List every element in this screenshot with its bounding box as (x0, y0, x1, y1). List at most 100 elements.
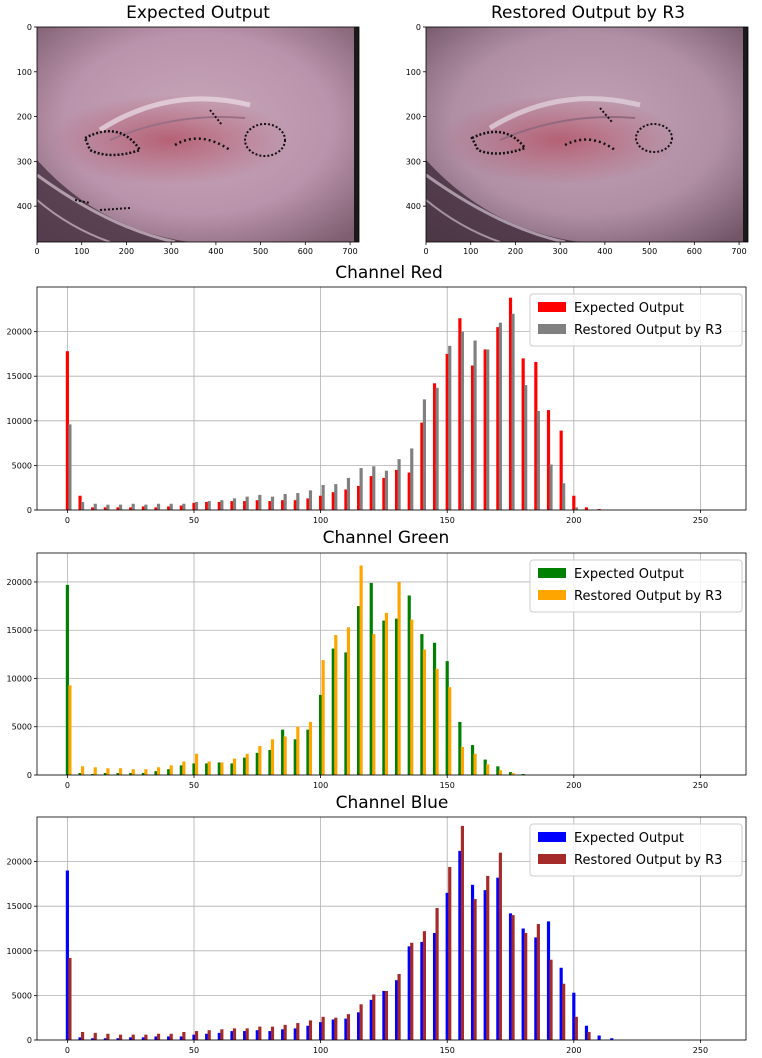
bar-expected (458, 850, 462, 1040)
legend-box (529, 823, 743, 877)
x-tick-label: 400 (597, 247, 612, 256)
bar-restored (81, 501, 85, 510)
bar-expected (255, 1030, 259, 1040)
bar-restored (372, 634, 376, 775)
x-tick-label: 300 (164, 247, 179, 256)
bar-restored (321, 1016, 325, 1040)
bar-restored (384, 470, 389, 510)
bar-expected (584, 1025, 589, 1040)
bar-restored (410, 448, 414, 510)
y-tick-label: 10000 (7, 947, 32, 956)
bar-expected (445, 661, 449, 775)
image-title-restored: Restored Output by R3 (491, 3, 685, 23)
bar-restored (486, 875, 490, 1040)
bar-expected (167, 506, 171, 510)
bar-restored (511, 313, 515, 510)
bar-restored (144, 504, 148, 510)
bar-expected (508, 772, 513, 775)
bar-restored (524, 932, 528, 1040)
bar-restored (448, 345, 452, 510)
bar-expected (306, 498, 310, 510)
bar-expected (306, 729, 310, 775)
bar-expected (344, 489, 348, 510)
bar-expected (217, 762, 221, 775)
bar-expected (205, 501, 209, 510)
bar-restored (308, 1020, 313, 1040)
x-tick-label: 100 (313, 1046, 328, 1055)
bar-restored (448, 866, 452, 1040)
bar-expected (154, 1036, 158, 1040)
bar-expected (129, 773, 133, 775)
y-tick-label: 20000 (7, 328, 32, 337)
bar-expected (116, 773, 120, 775)
bar-expected (230, 501, 234, 510)
bar-expected (281, 500, 285, 510)
bar-expected (546, 921, 551, 1040)
bar-expected (192, 1034, 196, 1040)
bar-expected (78, 495, 82, 510)
y-tick-label: 10000 (7, 674, 32, 683)
bar-restored (422, 399, 427, 510)
bar-expected (319, 694, 323, 775)
bar-expected (293, 739, 297, 775)
bar-expected (255, 752, 259, 775)
bar-restored (498, 770, 502, 775)
bar-restored (308, 721, 313, 775)
x-tick-label: 0 (65, 781, 70, 790)
bar-expected (432, 383, 437, 510)
legend-label: Expected Output (574, 831, 684, 846)
bar-expected (470, 365, 475, 510)
x-tick-label: 100 (74, 247, 89, 256)
bar-expected (407, 472, 411, 510)
bar-expected (331, 492, 335, 510)
bar-expected (508, 297, 513, 510)
bar-restored (156, 1033, 161, 1040)
y-tick-label: 5000 (12, 991, 32, 1000)
bar-expected (141, 1037, 145, 1040)
bar-expected (572, 495, 576, 510)
bar-expected (597, 509, 601, 510)
bar-expected (458, 318, 462, 510)
bar-restored (245, 1028, 249, 1040)
bar-expected (205, 763, 209, 775)
bar-expected (78, 1037, 82, 1040)
bar-expected (205, 1033, 209, 1040)
bar-expected (483, 759, 487, 775)
bar-restored (93, 767, 97, 775)
bar-expected (65, 870, 69, 1040)
bar-expected (559, 967, 563, 1040)
skin-photo-restored (425, 27, 748, 244)
bar-restored (194, 753, 199, 775)
bar-restored (334, 1017, 338, 1040)
histogram-blue-plot: 0 50 100 150 200 250 0 5000 10000 15000 20000 Expec… (7, 816, 747, 1055)
bar-expected (496, 877, 500, 1040)
bar-expected (382, 990, 386, 1040)
bar-expected (394, 980, 399, 1040)
bar-expected (78, 773, 82, 775)
y-tick-label: 200 (406, 113, 421, 122)
legend-label: Expected Output (574, 567, 684, 582)
x-tick-label: 250 (693, 781, 708, 790)
x-tick-label: 100 (313, 516, 328, 525)
bar-restored (232, 1028, 237, 1040)
bar-restored (283, 736, 287, 775)
legend-swatch (538, 302, 566, 312)
bar-restored (346, 627, 351, 775)
y-tick-label: 300 (406, 157, 421, 166)
bar-restored (182, 761, 186, 775)
bar-expected (521, 928, 525, 1040)
bar-restored (460, 825, 464, 1040)
bar-restored (118, 768, 123, 775)
bar-restored (283, 1024, 287, 1040)
bar-restored (169, 503, 173, 510)
bar-restored (81, 1031, 85, 1040)
bar-expected (496, 766, 500, 775)
bar-restored (258, 746, 262, 775)
bar-expected (65, 584, 69, 775)
y-tick-label: 15000 (7, 626, 32, 635)
bar-expected (179, 765, 183, 775)
bar-restored (372, 994, 376, 1040)
bar-restored (207, 1030, 211, 1040)
histogram-red-plot: 0 50 100 150 200 250 0 5000 10000 15000 20000 Expec… (7, 286, 747, 525)
bar-expected (382, 620, 386, 775)
